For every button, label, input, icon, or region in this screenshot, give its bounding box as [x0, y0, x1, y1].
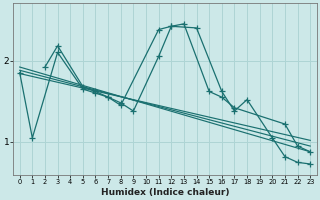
X-axis label: Humidex (Indice chaleur): Humidex (Indice chaleur) [101, 188, 229, 197]
